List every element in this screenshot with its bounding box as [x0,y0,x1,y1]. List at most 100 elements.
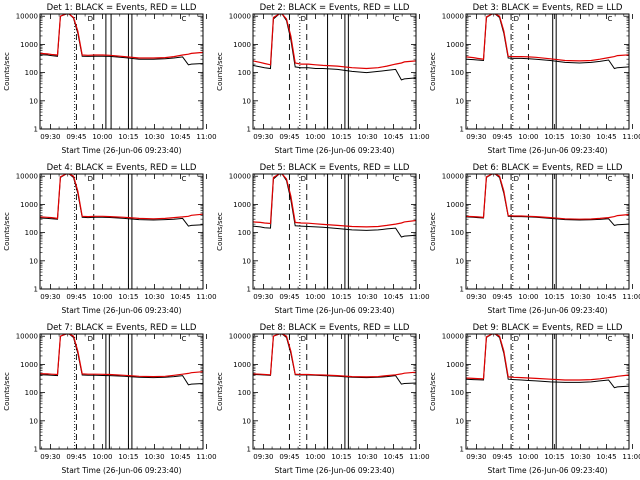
corner-mark-c: C [181,175,186,183]
y-tick-label: 10000 [442,173,464,181]
lld-series-line [466,334,629,381]
lld-series-line [253,14,416,70]
y-tick-label: 100 [25,229,38,237]
series-group [466,14,629,70]
x-tick-label: 10:30 [144,133,164,141]
y-tick-label: 10000 [442,333,464,341]
x-tick-label: 10:15 [118,133,138,141]
x-tick-label: 09:45 [66,133,86,141]
corner-mark-c: C [394,175,399,183]
lld-series-line [466,14,629,62]
y-tick-label: 10 [242,257,251,265]
x-tick-label: 10:45 [383,293,403,301]
series-group [40,334,203,386]
x-tick-label: 10:45 [170,133,190,141]
y-tick-label: 10 [29,257,38,265]
x-tick-label: 10:15 [544,293,564,301]
plot-frame [465,333,630,450]
plot-frame [252,13,417,130]
chart-title: Det 5: BLACK = Events, RED = LLD [260,163,410,173]
y-tick-label: 10 [455,97,464,105]
x-tick-label: 10:30 [144,293,164,301]
x-axis-label: Start Time (26-Jun-06 09:23:40) [488,306,608,315]
x-tick-label: 11:00 [622,293,640,301]
marker-lines [288,14,349,129]
y-axis-label: Counts/sec [3,372,11,411]
y-tick-label: 1 [247,286,251,294]
series-group [466,174,629,226]
y-tick-label: 10 [242,97,251,105]
lld-series-line [253,334,416,378]
x-tick-label: 09:30 [40,453,60,461]
chart-title: Det 6: BLACK = Events, RED = LLD [473,163,623,173]
y-axis-label: Counts/sec [3,212,11,251]
x-tick-label: 10:00 [305,453,325,461]
y-tick-label: 1000 [20,201,38,209]
chart-panel-1: Det 1: BLACK = Events, RED = LLD Counts/s… [3,3,217,155]
x-tick-label: 11:00 [622,133,640,141]
x-tick-label: 09:30 [253,133,273,141]
chart-title: Det 2: BLACK = Events, RED = LLD [260,3,410,13]
marker-lines [288,334,349,449]
corner-mark-d: D [88,335,93,343]
x-tick-label: 09:45 [279,293,299,301]
plot-frame [39,333,204,450]
corner-mark-c: C [394,335,399,343]
lld-series-line [466,174,629,220]
y-axis-label: Counts/sec [429,52,437,91]
x-tick-label: 09:30 [253,453,273,461]
corner-mark-c: C [181,15,186,23]
plot-frame [465,13,630,130]
x-tick-label: 10:30 [144,453,164,461]
plot-frame [39,173,204,290]
x-axis-label: Start Time (26-Jun-06 09:23:40) [275,466,395,475]
plot-frame [252,333,417,450]
x-tick-label: 10:30 [570,293,590,301]
chart-panel-9: Det 9: BLACK = Events, RED = LLD Counts/s… [429,323,640,475]
y-tick-label: 1000 [233,201,251,209]
x-tick-label: 10:15 [331,453,351,461]
y-tick-label: 100 [451,389,464,397]
y-tick-label: 10000 [16,333,38,341]
x-tick-label: 09:30 [253,293,273,301]
series-group [40,174,203,227]
plot-frame [39,13,204,130]
x-tick-label: 09:45 [279,453,299,461]
x-tick-label: 09:45 [492,453,512,461]
events-series-line [253,334,416,385]
x-tick-label: 10:45 [596,453,616,461]
chart-title: Det 8: BLACK = Events, RED = LLD [260,323,410,333]
y-tick-label: 100 [451,229,464,237]
y-tick-label: 10000 [229,333,251,341]
x-tick-label: 09:30 [466,453,486,461]
x-axis-label: Start Time (26-Jun-06 09:23:40) [62,146,182,155]
corner-mark-c: C [394,15,399,23]
x-tick-label: 11:00 [409,293,429,301]
x-tick-label: 10:15 [331,133,351,141]
x-tick-label: 10:30 [570,133,590,141]
x-tick-label: 10:15 [544,133,564,141]
series-group [253,14,416,81]
y-tick-label: 1000 [446,201,464,209]
y-tick-label: 1 [34,286,38,294]
y-tick-label: 1 [460,446,464,454]
x-tick-label: 11:00 [409,453,429,461]
events-series-line [40,174,203,227]
x-axis-label: Start Time (26-Jun-06 09:23:40) [488,466,608,475]
x-tick-label: 10:45 [170,293,190,301]
chart-panel-2: Det 2: BLACK = Events, RED = LLD Counts/s… [216,3,430,155]
corner-mark-d: D [514,175,519,183]
y-tick-label: 10 [455,417,464,425]
y-axis-label: Counts/sec [3,52,11,91]
lld-series-line [253,174,416,228]
chart-title: Det 3: BLACK = Events, RED = LLD [473,3,623,13]
lld-series-line [40,14,203,59]
chart-panel-3: Det 3: BLACK = Events, RED = LLD Counts/s… [429,3,640,155]
y-tick-label: 1000 [446,361,464,369]
series-group [40,14,203,66]
x-tick-label: 09:45 [279,133,299,141]
corner-mark-d: D [301,335,306,343]
y-tick-label: 10000 [16,13,38,21]
x-tick-label: 11:00 [196,453,216,461]
x-tick-label: 11:00 [409,133,429,141]
